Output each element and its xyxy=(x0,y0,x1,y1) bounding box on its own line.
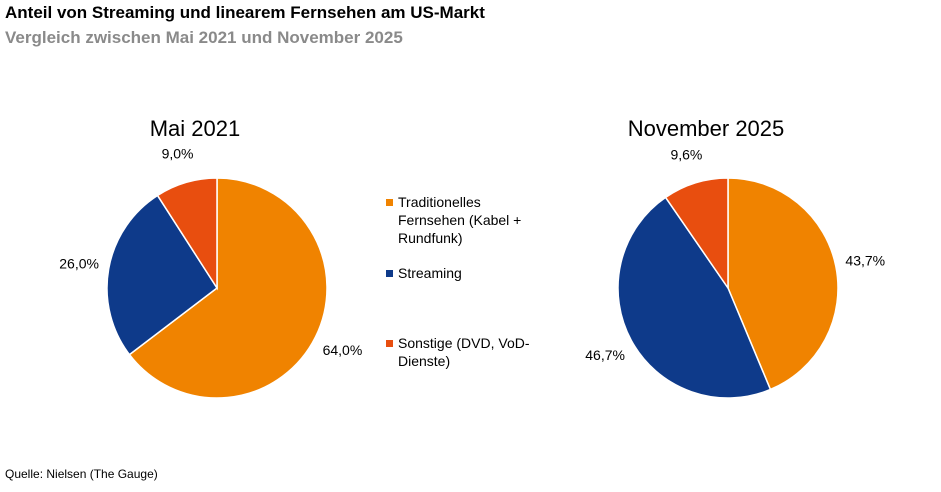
pie-slice xyxy=(128,177,328,399)
data-label: 9,0% xyxy=(162,146,194,162)
data-label: 64,0% xyxy=(323,342,363,358)
legend-label: Streaming xyxy=(398,265,462,281)
legend-item-other: Sonstige (DVD, VoD-Dienste) xyxy=(386,334,536,370)
data-label: 9,6% xyxy=(670,146,702,162)
legend-swatch xyxy=(386,270,393,277)
legend-label: Traditionelles Fernsehen (Kabel + Rundfu… xyxy=(398,194,522,246)
data-label: 43,7% xyxy=(845,252,885,268)
legend-swatch xyxy=(386,199,393,206)
legend-swatch xyxy=(386,340,393,347)
pie-slice xyxy=(617,196,772,399)
pie-slice xyxy=(106,194,219,356)
pie-slice xyxy=(664,177,729,291)
legend-item-streaming: Streaming xyxy=(386,264,536,282)
legend-label: Sonstige (DVD, VoD-Dienste) xyxy=(398,335,530,369)
source-note: Quelle: Nielsen (The Gauge) xyxy=(5,467,158,481)
chart-subtitle: Vergleich zwischen Mai 2021 und November… xyxy=(5,28,403,47)
legend-item-traditional: Traditionelles Fernsehen (Kabel + Rundfu… xyxy=(386,193,536,247)
chart-title: Anteil von Streaming und linearem Fernse… xyxy=(5,3,485,22)
data-label: 26,0% xyxy=(59,256,99,272)
pie-slice xyxy=(727,177,839,391)
pie-title: Mai 2021 xyxy=(150,116,241,141)
data-label: 46,7% xyxy=(585,347,625,363)
pie-title: November 2025 xyxy=(628,116,785,141)
pie-slice xyxy=(156,177,218,291)
